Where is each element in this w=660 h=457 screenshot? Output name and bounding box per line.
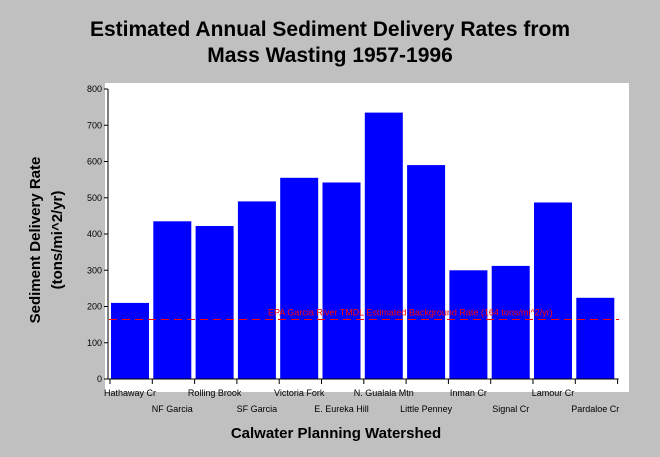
bar-0 xyxy=(111,302,149,379)
bars xyxy=(111,112,615,380)
x-category-label-10: Lamour Cr xyxy=(532,388,575,398)
bar-3 xyxy=(237,201,276,379)
y-tick-label-4: 400 xyxy=(87,229,102,239)
x-category-label-8: Inman Cr xyxy=(450,388,487,398)
reference-layer: EPA Garcia River TMDL Estimated Backgrou… xyxy=(109,308,619,321)
x-axis: Hathaway Cr NF Garcia Rolling Brook SF Garc… xyxy=(104,378,619,414)
x-category-label-3: SF Garcia xyxy=(237,404,278,414)
bar-2 xyxy=(195,226,234,379)
bar-8 xyxy=(449,270,488,380)
x-category-label-5: E. Eureka Hill xyxy=(314,404,369,414)
x-category-label-0: Hathaway Cr xyxy=(104,388,156,398)
y-tick-label-6: 600 xyxy=(87,157,102,167)
y-tick-label-0: 0 xyxy=(97,374,102,384)
chart-title-line-1: Estimated Annual Sediment Delivery Rates… xyxy=(90,18,570,41)
y-axis-title-line-1: Sediment Delivery Rate xyxy=(27,157,44,324)
x-category-label-2: Rolling Brook xyxy=(188,388,242,398)
bar-10 xyxy=(534,202,572,379)
chart-title-line-2: Mass Wasting 1957-1996 xyxy=(207,44,453,67)
bar-6 xyxy=(364,112,403,379)
x-category-label-11: Pardaloe Cr xyxy=(571,404,619,414)
reference-line-label: EPA Garcia River TMDL Estimated Backgrou… xyxy=(268,308,553,318)
x-category-label-1: NF Garcia xyxy=(152,404,193,414)
x-category-label-6: N. Gualala Mtn xyxy=(354,388,414,398)
x-axis-title: Calwater Planning Watershed xyxy=(231,425,441,442)
y-tick-label-3: 300 xyxy=(87,265,102,275)
x-category-label-9: Signal Cr xyxy=(492,404,529,414)
y-tick-label-1: 100 xyxy=(87,338,102,348)
bar-1 xyxy=(153,221,192,379)
x-category-label-4: Victoria Fork xyxy=(274,388,325,398)
y-tick-label-2: 200 xyxy=(87,302,102,312)
bar-11 xyxy=(576,297,615,379)
y-tick-label-7: 700 xyxy=(87,120,102,130)
bar-5 xyxy=(322,182,361,379)
y-tick-label-5: 500 xyxy=(87,193,102,203)
x-category-label-7: Little Penney xyxy=(400,404,453,414)
bar-7 xyxy=(407,165,446,379)
y-axis-title-line-2: (tons/mi^2/yr) xyxy=(49,191,66,290)
bar-4 xyxy=(280,177,319,379)
y-axis: 0 100 200 300 400 500 600 700 800 xyxy=(87,84,109,384)
bar-9 xyxy=(491,265,530,379)
y-tick-label-8: 800 xyxy=(87,84,102,94)
y-axis-title: Sediment Delivery Rate (tons/mi^2/yr) xyxy=(27,157,66,324)
